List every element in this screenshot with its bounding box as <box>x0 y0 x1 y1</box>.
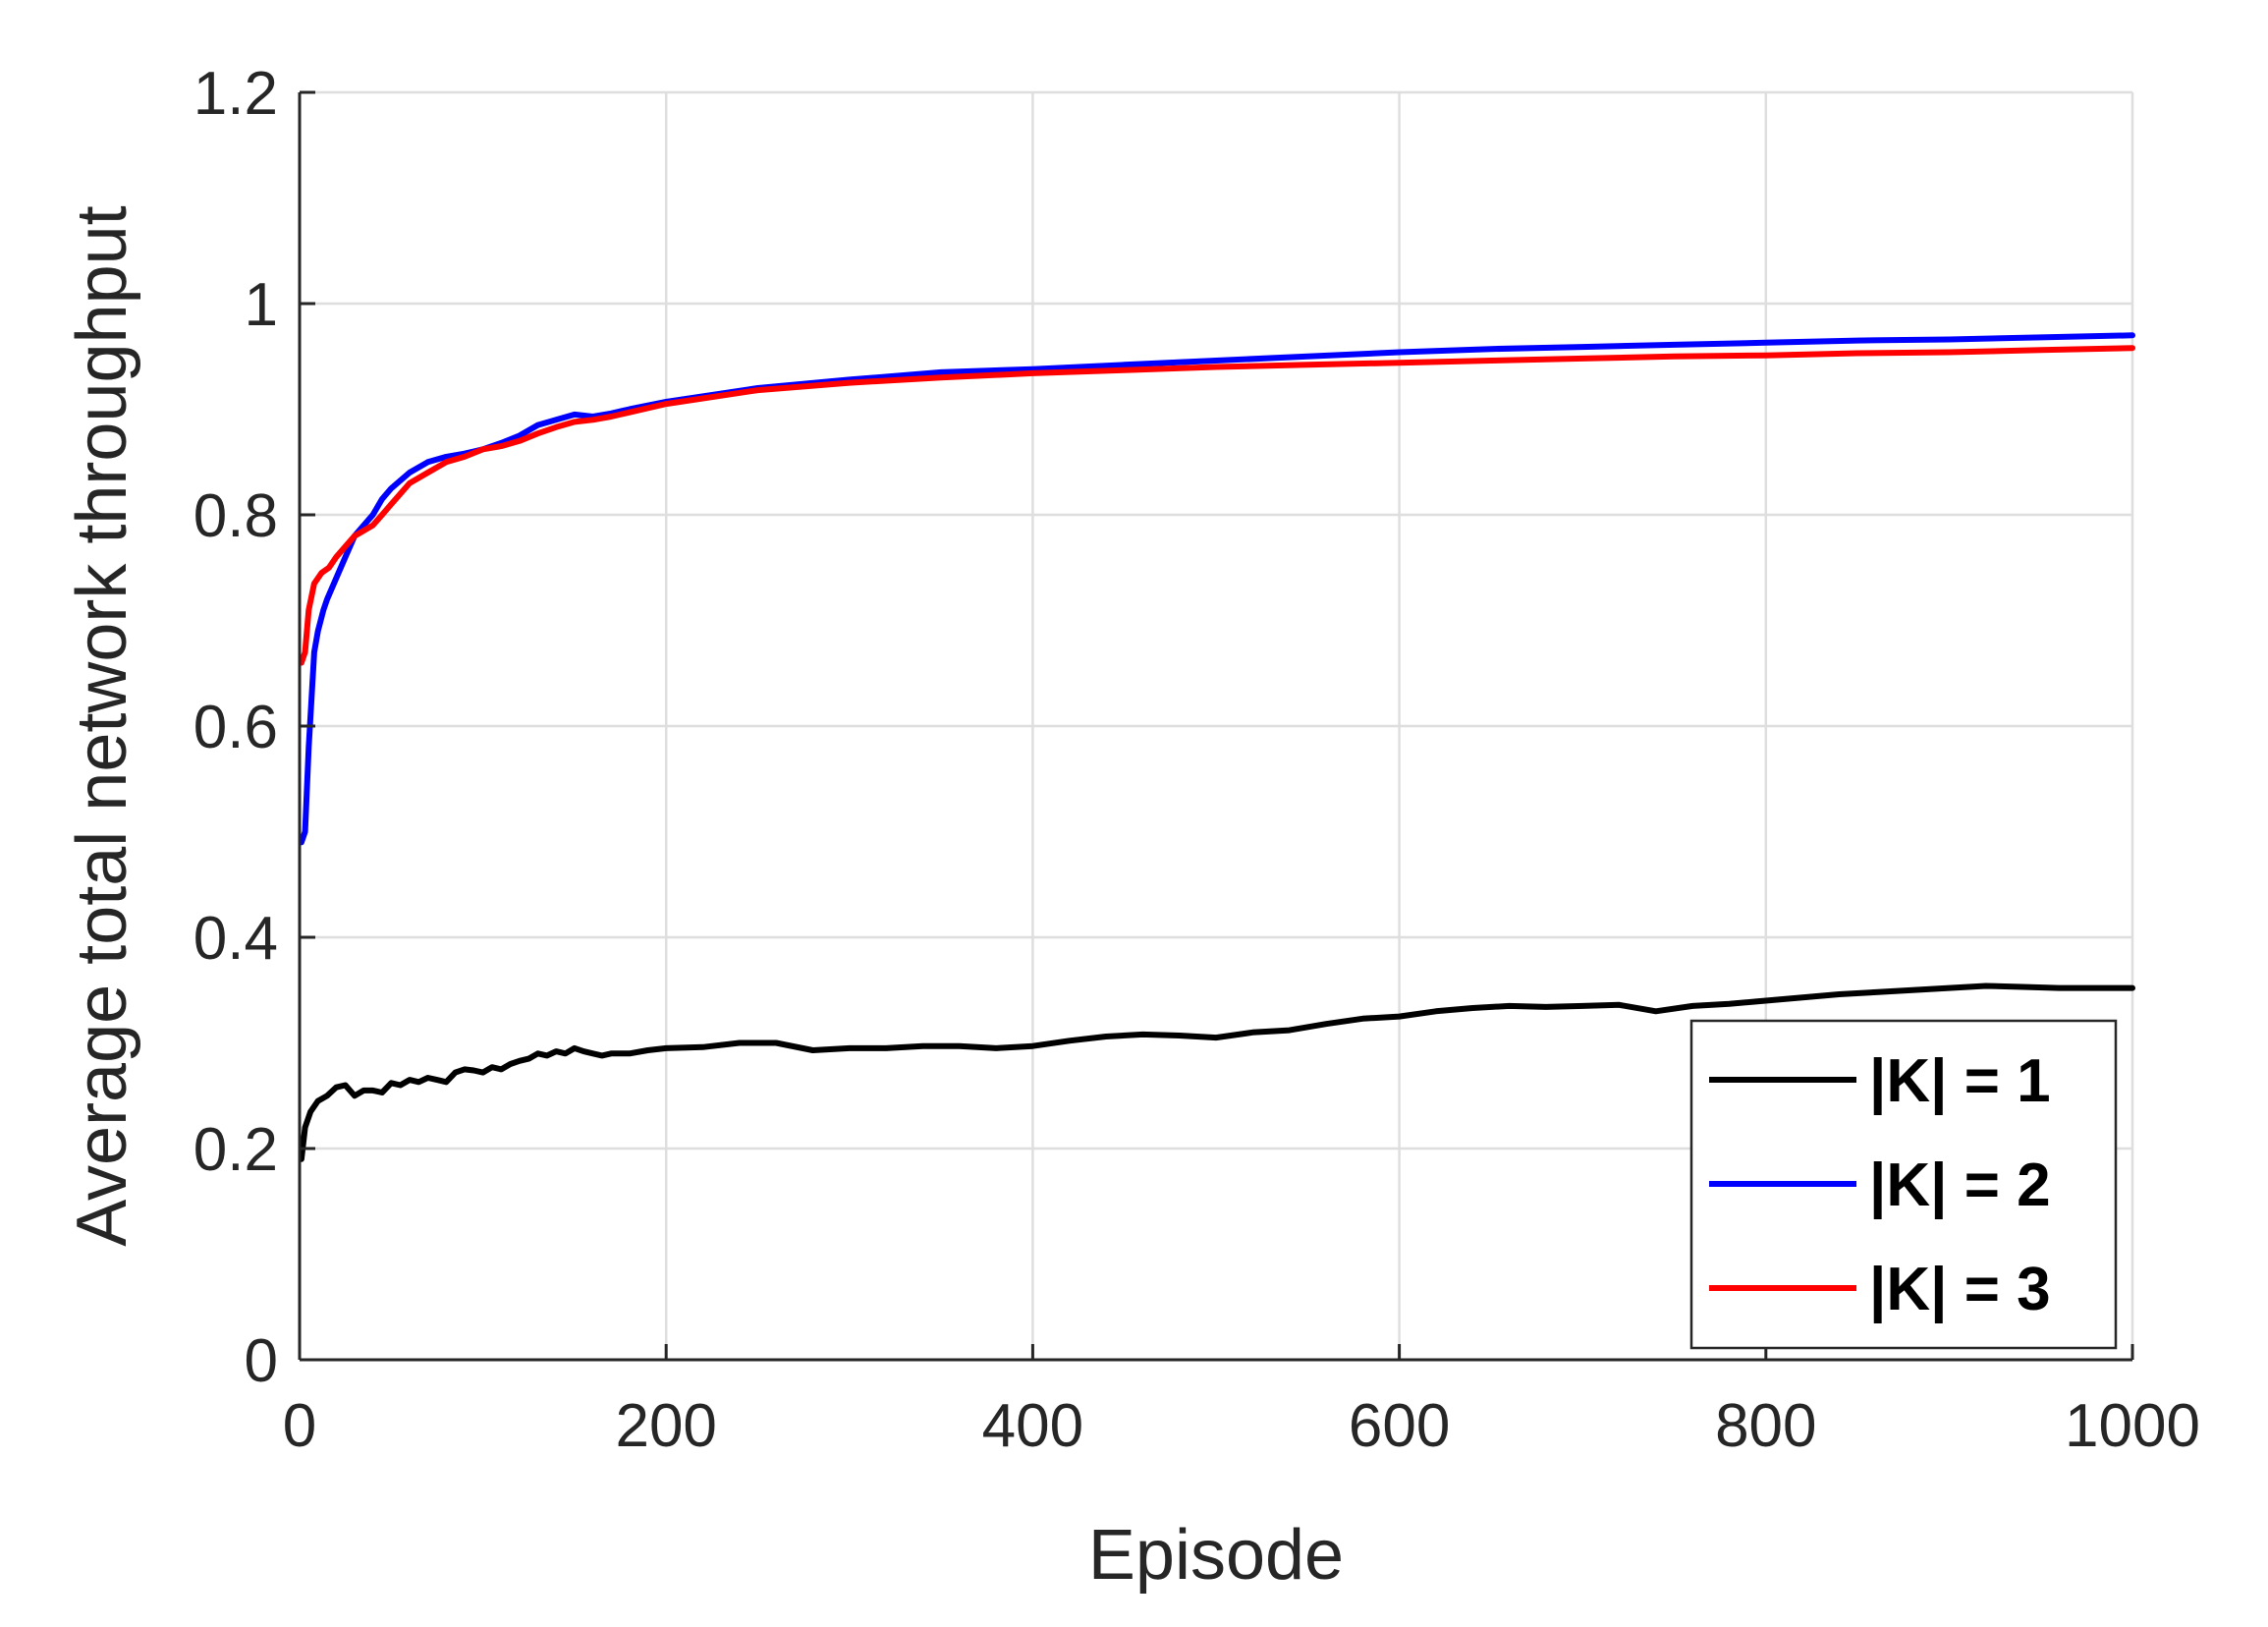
series-lines <box>298 332 2135 1162</box>
x-tick-label: 800 <box>1715 1392 1816 1460</box>
legend-label-k3: |K| = 3 <box>1869 1256 2051 1324</box>
axes <box>298 90 2134 1362</box>
y-tick-label: 0 <box>245 1327 278 1395</box>
tick-labels: 0 200 400 600 800 1000 0 0.2 0.4 0.6 0.8 1 1.2 <box>194 60 2200 1460</box>
x-tick-label: 400 <box>982 1392 1083 1460</box>
y-tick-label: 0.2 <box>194 1116 278 1184</box>
y-tick-label: 0.8 <box>194 482 278 550</box>
y-axis-label: Average total network throughput <box>63 205 141 1246</box>
y-tick-label: 0.6 <box>194 694 278 761</box>
series-line-k2 <box>298 332 2135 846</box>
series-line-k3 <box>298 345 2135 666</box>
grid <box>300 90 2134 1360</box>
x-tick-label: 0 <box>283 1392 316 1460</box>
x-tick-label: 600 <box>1349 1392 1450 1460</box>
x-tick-label: 1000 <box>2065 1392 2200 1460</box>
y-tick-label: 0.4 <box>194 905 278 973</box>
y-tick-label: 1 <box>245 271 278 339</box>
series-line-k1 <box>298 982 2135 1162</box>
legend: |K| = 1 |K| = 2 |K| = 3 <box>1689 1019 2118 1350</box>
legend-label-k2: |K| = 2 <box>1869 1151 2051 1220</box>
x-axis-label: Episode <box>1088 1516 1344 1595</box>
x-tick-label: 200 <box>615 1392 716 1460</box>
legend-label-k1: |K| = 1 <box>1869 1047 2051 1116</box>
y-tick-label: 1.2 <box>194 60 278 128</box>
